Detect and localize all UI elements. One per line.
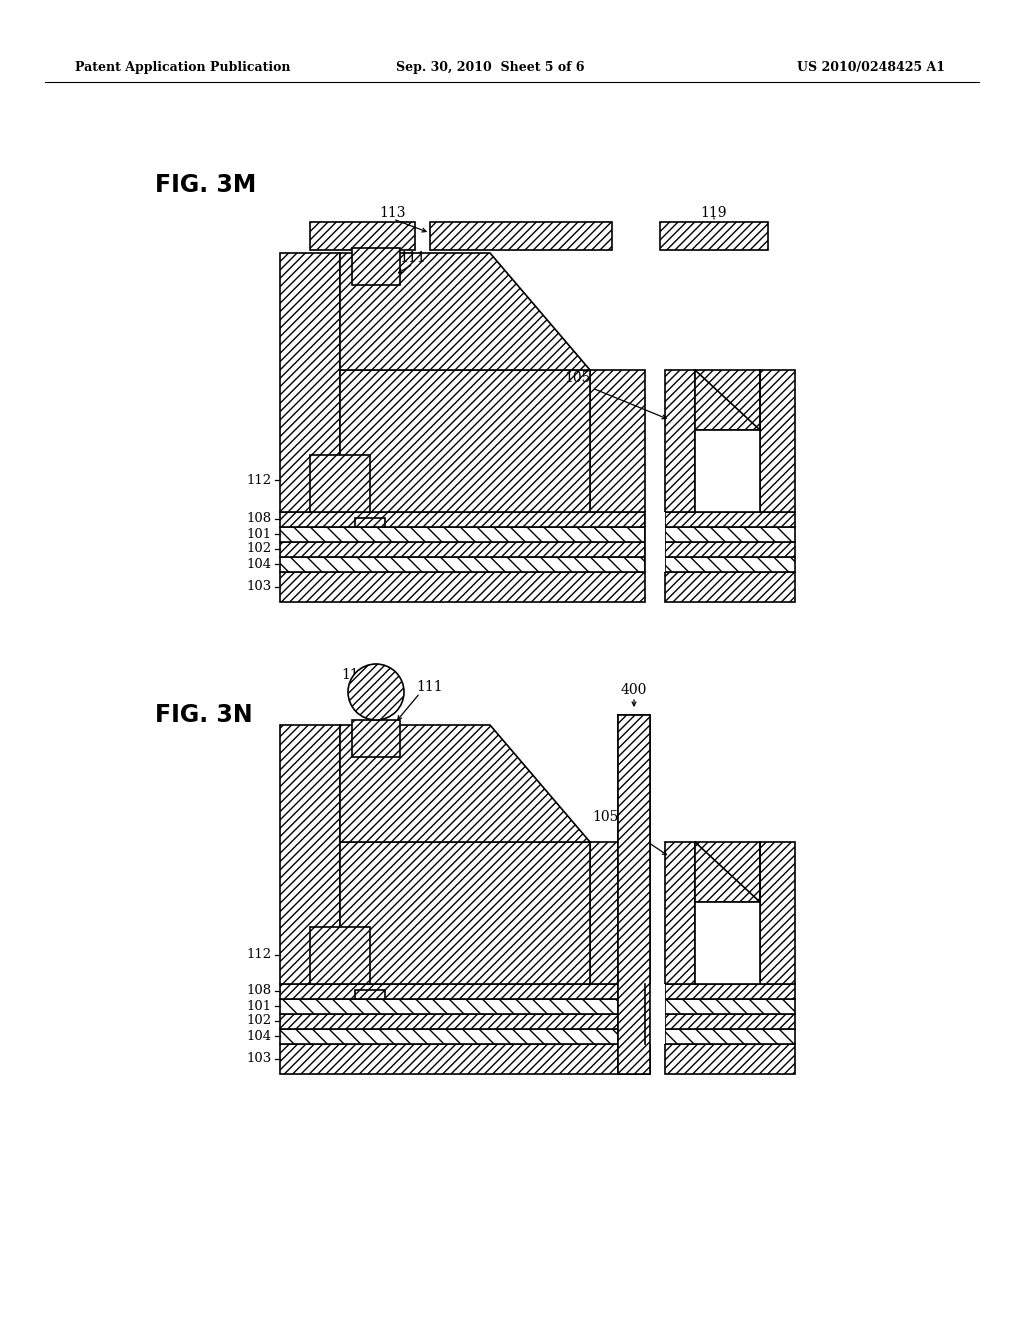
Circle shape [348,664,404,719]
Bar [695,902,760,983]
Bar [660,222,768,249]
Text: 108: 108 [247,985,272,998]
Polygon shape [695,370,760,430]
Text: US 2010/0248425 A1: US 2010/0248425 A1 [797,62,945,74]
Text: 104: 104 [247,1030,272,1043]
Bar [430,222,612,249]
Bar [280,572,645,602]
Bar [310,927,370,983]
Bar [665,1030,795,1044]
Bar [665,370,695,512]
Bar [352,248,400,285]
Text: 112: 112 [247,474,272,487]
Bar [590,842,645,983]
Text: 113: 113 [380,206,407,220]
Text: 105: 105 [565,371,591,385]
Text: 102: 102 [247,543,272,556]
Text: 101: 101 [247,528,272,540]
Text: 119: 119 [700,206,727,220]
Text: 108: 108 [247,512,272,525]
Text: 104: 104 [247,557,272,570]
Bar [280,725,340,983]
Bar [665,572,795,602]
Text: 112: 112 [247,949,272,961]
Bar [280,543,645,557]
Bar [695,430,760,512]
Bar [618,715,650,1074]
Bar [665,842,695,983]
Text: 103: 103 [247,1052,272,1065]
Bar [760,842,795,983]
Text: 101: 101 [247,999,272,1012]
Bar [665,512,795,527]
Polygon shape [340,253,590,370]
Text: 400: 400 [621,682,647,697]
Bar [280,512,645,527]
Bar [665,983,795,999]
Bar [280,557,645,572]
Bar [340,370,590,512]
Bar [665,1044,795,1074]
Bar [760,370,795,512]
Polygon shape [340,725,590,842]
Bar [590,370,645,512]
Text: Sep. 30, 2010  Sheet 5 of 6: Sep. 30, 2010 Sheet 5 of 6 [395,62,585,74]
Bar [280,1044,645,1074]
Bar [645,512,665,572]
Bar [665,527,795,543]
Text: FIG. 3M: FIG. 3M [155,173,256,197]
Text: 111: 111 [399,251,426,265]
Bar [340,842,590,983]
Bar [665,1014,795,1030]
Bar [280,527,645,543]
Bar [280,1030,645,1044]
Bar [310,455,370,512]
Bar [645,983,665,1044]
Bar [280,253,340,512]
Text: 114: 114 [342,668,369,682]
Polygon shape [695,842,760,902]
Bar [355,517,385,527]
Bar [280,1014,645,1030]
Bar [352,719,400,756]
Text: 111: 111 [417,680,443,694]
Bar [665,999,795,1014]
Bar [665,557,795,572]
Text: 103: 103 [247,581,272,594]
Bar [355,990,385,999]
Text: 105: 105 [592,810,618,824]
Text: FIG. 3N: FIG. 3N [155,704,253,727]
Bar [280,983,645,999]
Bar [280,999,645,1014]
Bar [665,543,795,557]
Bar [618,715,650,1074]
Text: Patent Application Publication: Patent Application Publication [75,62,291,74]
Bar [310,222,415,249]
Text: 102: 102 [247,1015,272,1027]
